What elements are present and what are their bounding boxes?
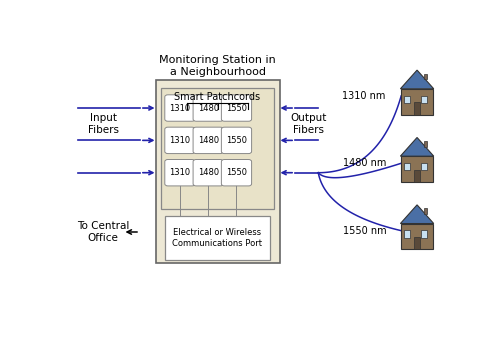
Bar xyxy=(421,96,426,103)
Bar xyxy=(404,231,410,238)
Bar xyxy=(414,237,420,249)
Polygon shape xyxy=(400,70,434,89)
FancyBboxPatch shape xyxy=(222,95,252,121)
Text: 1310: 1310 xyxy=(170,104,190,113)
Bar xyxy=(404,163,410,170)
FancyBboxPatch shape xyxy=(222,160,252,186)
FancyBboxPatch shape xyxy=(165,127,195,154)
Text: Output
Fibers: Output Fibers xyxy=(290,113,327,135)
Bar xyxy=(424,74,427,79)
FancyBboxPatch shape xyxy=(165,160,195,186)
Text: 1550: 1550 xyxy=(226,104,247,113)
Text: 1480: 1480 xyxy=(198,104,219,113)
Text: 1480: 1480 xyxy=(198,136,219,145)
Text: 1550: 1550 xyxy=(226,136,247,145)
FancyBboxPatch shape xyxy=(193,160,224,186)
Text: 1480: 1480 xyxy=(198,168,219,177)
Text: 1480 nm: 1480 nm xyxy=(344,158,387,168)
Text: 1550 nm: 1550 nm xyxy=(344,226,387,236)
FancyBboxPatch shape xyxy=(165,95,195,121)
FancyBboxPatch shape xyxy=(222,127,252,154)
Text: Input
Fibers: Input Fibers xyxy=(88,113,118,135)
Bar xyxy=(401,89,433,114)
Polygon shape xyxy=(400,205,434,224)
Bar xyxy=(404,96,410,103)
Bar xyxy=(401,156,433,182)
FancyBboxPatch shape xyxy=(165,216,270,260)
Text: Monitoring Station in
a Neighbourhood: Monitoring Station in a Neighbourhood xyxy=(159,55,276,77)
Text: 1310 nm: 1310 nm xyxy=(342,91,385,101)
FancyBboxPatch shape xyxy=(162,88,274,209)
FancyBboxPatch shape xyxy=(193,95,224,121)
Bar xyxy=(421,163,426,170)
Bar xyxy=(414,169,420,182)
Bar xyxy=(424,141,427,147)
Text: To Central
Office: To Central Office xyxy=(77,221,130,243)
Bar xyxy=(414,102,420,114)
Text: 1310: 1310 xyxy=(170,136,190,145)
Text: Smart Patchcords: Smart Patchcords xyxy=(174,92,260,102)
Bar xyxy=(424,208,427,214)
Text: 1310: 1310 xyxy=(170,168,190,177)
Bar xyxy=(421,231,426,238)
FancyBboxPatch shape xyxy=(193,127,224,154)
Bar xyxy=(401,224,433,249)
Polygon shape xyxy=(400,138,434,156)
Text: Electrical or Wireless
Communications Port: Electrical or Wireless Communications Po… xyxy=(172,228,262,248)
Text: 1550: 1550 xyxy=(226,168,247,177)
FancyBboxPatch shape xyxy=(156,80,280,263)
